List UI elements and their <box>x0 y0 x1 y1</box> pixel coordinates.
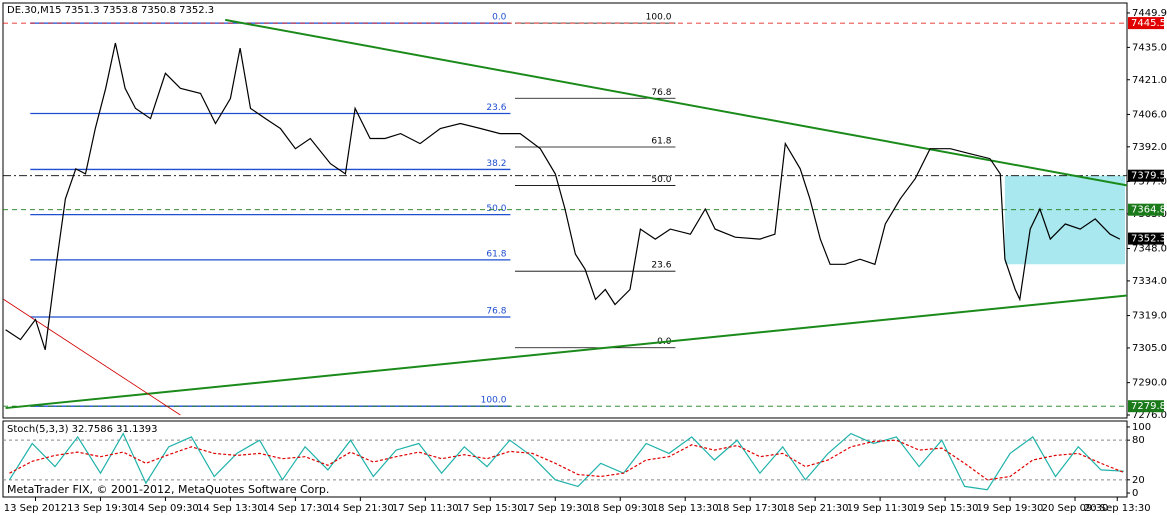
y-tick-label: 7348.0 <box>1132 244 1167 255</box>
fib-label: 50.0 <box>486 204 506 214</box>
price-tag <box>1128 203 1164 216</box>
price-tag <box>1128 17 1164 30</box>
stoch-pane <box>2 420 1128 498</box>
price-tag-label: 7445.5 <box>1131 18 1166 29</box>
y-tick-label: 7305.0 <box>1132 343 1167 354</box>
x-tick-label: 20 Sep 09:30 <box>1042 503 1109 514</box>
x-tick-label: 19 Sep 11:30 <box>847 503 914 514</box>
main-pane <box>2 2 1128 419</box>
x-tick-label: 13 Sep 19:30 <box>67 503 134 514</box>
fib-label: 23.6 <box>651 261 671 271</box>
price-tag <box>1128 169 1164 182</box>
fib-label: 38.2 <box>486 159 506 169</box>
y-tick-label: 7377.0 <box>1132 176 1167 187</box>
price-tag <box>1128 232 1164 245</box>
price-tag-label: 7379.5 <box>1131 171 1166 182</box>
fib-label: 76.8 <box>651 88 671 98</box>
price-tag-label: 7364.8 <box>1131 205 1166 216</box>
fib-label: 100.0 <box>646 13 672 23</box>
y-tick-label: 7421.0 <box>1132 75 1167 86</box>
x-tick-label: 17 Sep 19:30 <box>522 503 589 514</box>
y-tick-label: 7406.0 <box>1132 109 1167 120</box>
zone <box>1004 175 1126 265</box>
copyright: MetaTrader FIX, © 2001-2012, MetaQuotes … <box>7 483 329 496</box>
x-tick-label: 19 Sep 19:30 <box>977 503 1044 514</box>
trendline <box>225 18 1128 187</box>
y-tick-label: 7449.9 <box>1132 8 1167 19</box>
fib-label: 100.0 <box>481 396 507 406</box>
y-tick-label: 7392.0 <box>1132 142 1167 153</box>
x-tick-label: 18 Sep 09:30 <box>587 503 654 514</box>
price-line-series <box>9 439 1125 481</box>
fib-label: 61.8 <box>486 249 506 259</box>
price-tag-label: 7279.8 <box>1131 401 1166 412</box>
price-line-series <box>5 42 1121 350</box>
fib-label: 23.6 <box>486 103 506 113</box>
x-tick-label: 18 Sep 13:30 <box>652 503 719 514</box>
x-tick-label: 19 Sep 15:30 <box>912 503 979 514</box>
x-tick-label: 17 Sep 15:30 <box>457 503 524 514</box>
x-tick-label: 18 Sep 17:30 <box>717 503 784 514</box>
fib-label: 0.0 <box>492 13 507 23</box>
x-tick-label: 18 Sep 21:30 <box>782 503 849 514</box>
x-tick-label: 17 Sep 11:30 <box>392 503 459 514</box>
y-tick-label: 0 <box>1132 488 1138 499</box>
x-tick-label: 14 Sep 09:30 <box>132 503 199 514</box>
price-tag <box>1128 400 1164 413</box>
fib-label: 50.0 <box>651 175 671 185</box>
x-tick-label: 14 Sep 13:30 <box>197 503 264 514</box>
y-tick-label: 7334.0 <box>1132 276 1167 287</box>
y-tick-label: 7319.0 <box>1132 311 1167 322</box>
price-tag-label: 7352.3 <box>1131 234 1166 245</box>
stoch-title: Stoch(5,3,3) 32.7586 31.1393 <box>7 424 158 435</box>
y-tick-label: 7276.0 <box>1132 410 1167 421</box>
trendline <box>3 299 181 416</box>
fib-label: 61.8 <box>651 137 671 147</box>
x-tick-label: 20 Sep 13:30 <box>1084 503 1151 514</box>
y-tick-label: 20 <box>1132 475 1145 486</box>
trendline <box>5 294 1128 410</box>
fib-label: 76.8 <box>486 306 506 316</box>
y-tick-label: 7435.0 <box>1132 42 1167 53</box>
y-tick-label: 7290.0 <box>1132 378 1167 389</box>
y-tick-label: 100 <box>1132 422 1151 433</box>
chart-title: DE.30,M15 7351.3 7353.8 7350.8 7352.3 <box>7 5 214 16</box>
y-tick-label: 80 <box>1132 435 1145 446</box>
x-tick-label: 13 Sep 2012 <box>4 503 67 514</box>
x-tick-label: 14 Sep 21:30 <box>327 503 394 514</box>
x-tick-label: 14 Sep 17:30 <box>262 503 329 514</box>
price-line-series <box>8 432 1124 491</box>
